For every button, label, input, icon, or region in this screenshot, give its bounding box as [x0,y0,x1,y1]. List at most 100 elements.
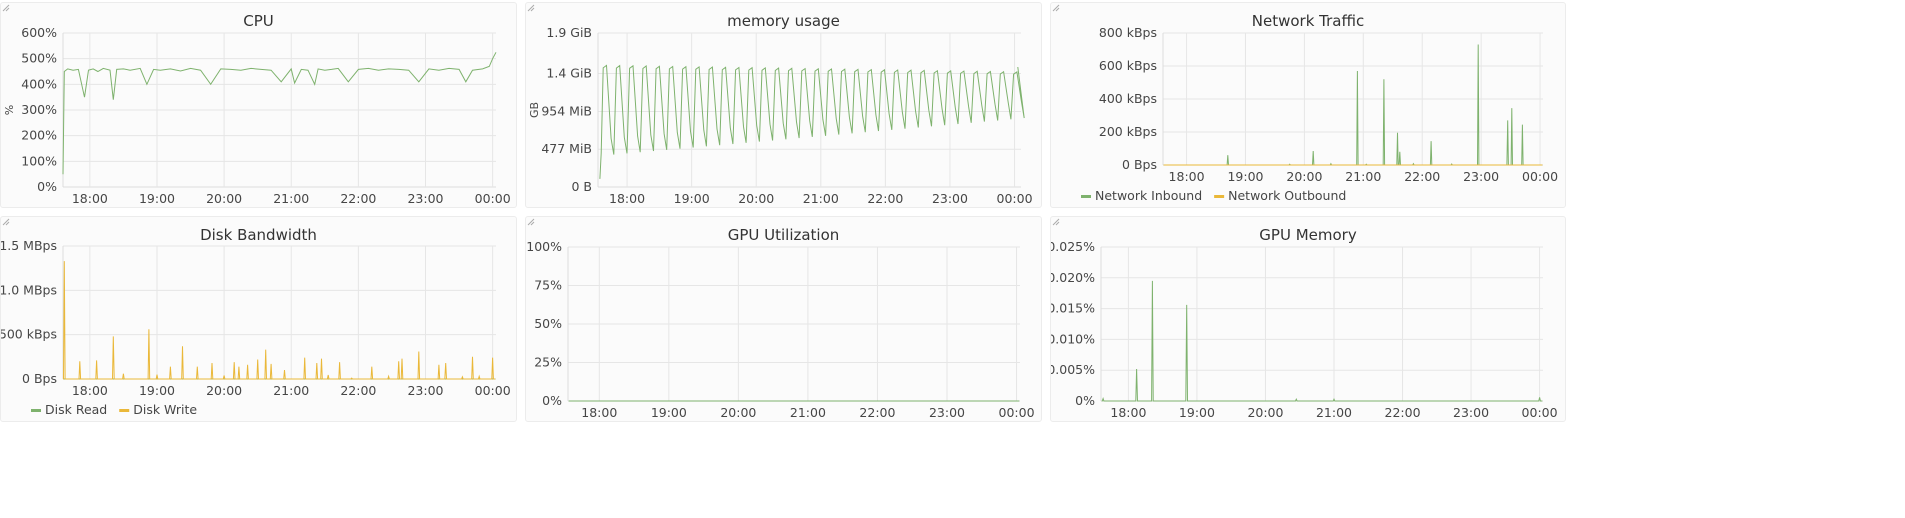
panel-title: GPU Memory [1259,226,1357,244]
x-tick-label: 20:00 [1247,405,1283,420]
panel-title: memory usage [727,12,840,30]
x-tick-label: 21:00 [1345,169,1381,184]
y-tick-label: 500% [21,51,57,66]
y-tick-label: 200 kBps [1099,124,1157,139]
x-tick-label: 23:00 [929,405,965,420]
y-tick-label: 1.4 GiB [546,66,592,81]
x-tick-label: 22:00 [1385,405,1421,420]
y-tick-label: 100% [526,239,562,254]
x-tick-label: 18:00 [1110,405,1146,420]
x-tick-label: 22:00 [859,405,895,420]
legend-label[interactable]: Disk Write [133,402,197,417]
x-tick-label: 23:00 [1453,405,1489,420]
x-tick-label: 20:00 [206,383,242,398]
y-tick-label: 0% [1075,393,1095,408]
x-tick-label: 21:00 [273,383,309,398]
resize-handle-icon[interactable] [1051,3,1060,12]
panel-title: CPU [243,12,274,30]
y-tick-label: 0.005% [1051,362,1095,377]
y-tick-label: 1.9 GiB [546,25,592,40]
x-tick-label: 20:00 [720,405,756,420]
y-tick-label: 600 kBps [1099,58,1157,73]
panel-title: GPU Utilization [727,226,840,244]
x-tick-label: 23:00 [932,191,968,206]
legend-swatch [119,409,130,412]
resize-handle-icon[interactable] [1,217,10,226]
x-tick-label: 18:00 [72,191,108,206]
x-tick-label: 23:00 [407,191,443,206]
x-tick-label: 18:00 [72,383,108,398]
resize-handle-icon[interactable] [526,3,535,12]
x-tick-label: 19:00 [1227,169,1263,184]
series-line [62,52,497,175]
y-tick-label: 954 MiB [541,103,592,118]
network-chart: 0 Bps 200 kBps 400 kBps 600 kBps 800 kBps 18:… [1081,25,1558,203]
network-panel: Network Traffic 0 Bps 200 kBps 400 kBps 600… [1050,2,1566,208]
y-axis-label: % [3,105,16,115]
y-tick-label: 1.0 MBps [1,282,57,297]
memory-chart: 0 B 477 MiB 954 MiB 1.4 GiB 1.9 GiB 18:00 19:0… [528,25,1033,206]
series-line [599,64,1025,179]
x-tick-label: 20:00 [738,191,774,206]
y-tick-label: 0 Bps [22,371,57,386]
y-tick-label: 0 B [571,179,592,194]
x-tick-label: 00:00 [475,383,511,398]
y-tick-label: 100% [21,153,57,168]
x-tick-label: 18:00 [1169,169,1205,184]
y-tick-label: 800 kBps [1099,25,1157,40]
x-tick-label: 22:00 [340,191,376,206]
disk-panel: Disk Bandwidth 0 Bps 500 kBps 1.0 MBps 1.5 … [0,216,517,422]
y-tick-label: 0 Bps [1122,157,1157,172]
y-tick-label: 50% [534,316,562,331]
gpu-utilization-panel: GPU Utilization 0% 25% 50% 75% 100% 18:00 19:0… [525,216,1042,422]
x-tick-label: 20:00 [1286,169,1322,184]
x-tick-label: 18:00 [581,405,617,420]
x-tick-label: 19:00 [139,383,175,398]
resize-handle-icon[interactable] [526,217,535,226]
panel-title: Disk Bandwidth [200,226,317,244]
y-tick-label: 0% [542,393,562,408]
x-tick-label: 19:00 [651,405,687,420]
y-tick-label: 0.025% [1051,239,1095,254]
x-tick-label: 19:00 [674,191,710,206]
x-tick-label: 20:00 [206,191,242,206]
y-tick-label: 25% [534,355,562,370]
resize-handle-icon[interactable] [1051,217,1060,226]
gpu-memory-panel: GPU Memory 0% 0.005% 0.010% 0.015% 0.020% 0.0… [1050,216,1566,422]
legend-label[interactable]: Network Outbound [1228,188,1346,203]
gpu-utilization-chart: 0% 25% 50% 75% 100% 18:00 19:00 20:00 21:00 22:00… [526,239,1035,420]
x-tick-label: 23:00 [407,383,443,398]
x-tick-label: 22:00 [340,383,376,398]
panel-title: Network Traffic [1251,12,1365,30]
y-tick-label: 200% [21,128,57,143]
x-tick-label: 21:00 [273,191,309,206]
x-tick-label: 19:00 [139,191,175,206]
disk-chart: 0 Bps 500 kBps 1.0 MBps 1.5 MBps 18:00 19:00 2… [1,238,511,417]
y-tick-label: 400 kBps [1099,91,1157,106]
x-tick-label: 23:00 [1463,169,1499,184]
legend-label[interactable]: Disk Read [45,402,107,417]
x-tick-label: 21:00 [1316,405,1352,420]
x-tick-label: 00:00 [1522,405,1558,420]
legend-label[interactable]: Network Inbound [1095,188,1202,203]
y-axis-label: GB [528,102,541,118]
y-tick-label: 0.020% [1051,270,1095,285]
gpu-memory-chart: 0% 0.005% 0.010% 0.015% 0.020% 0.025% 18:00 19:… [1051,239,1558,420]
y-tick-label: 0.010% [1051,331,1095,346]
y-tick-label: 0.015% [1051,301,1095,316]
series-line [1101,280,1543,402]
series-line [62,261,496,380]
cpu-chart: 0% 100% 200% 300% 400% 500% 600% 18:00 19:00 20:0… [3,25,511,206]
x-tick-label: 22:00 [1404,169,1440,184]
y-tick-label: 477 MiB [541,141,592,156]
series-line [1163,44,1543,166]
y-tick-label: 0% [37,179,57,194]
resize-handle-icon[interactable] [1,3,10,12]
legend-swatch [1081,195,1091,198]
cpu-panel: CPU 0% 100% 200% 300% 400% 500% 600% 18:00 19:00… [0,2,517,208]
x-tick-label: 00:00 [999,405,1035,420]
x-tick-label: 00:00 [997,191,1033,206]
y-tick-label: 400% [21,76,57,91]
y-tick-label: 500 kBps [1,327,57,342]
x-tick-label: 19:00 [1179,405,1215,420]
